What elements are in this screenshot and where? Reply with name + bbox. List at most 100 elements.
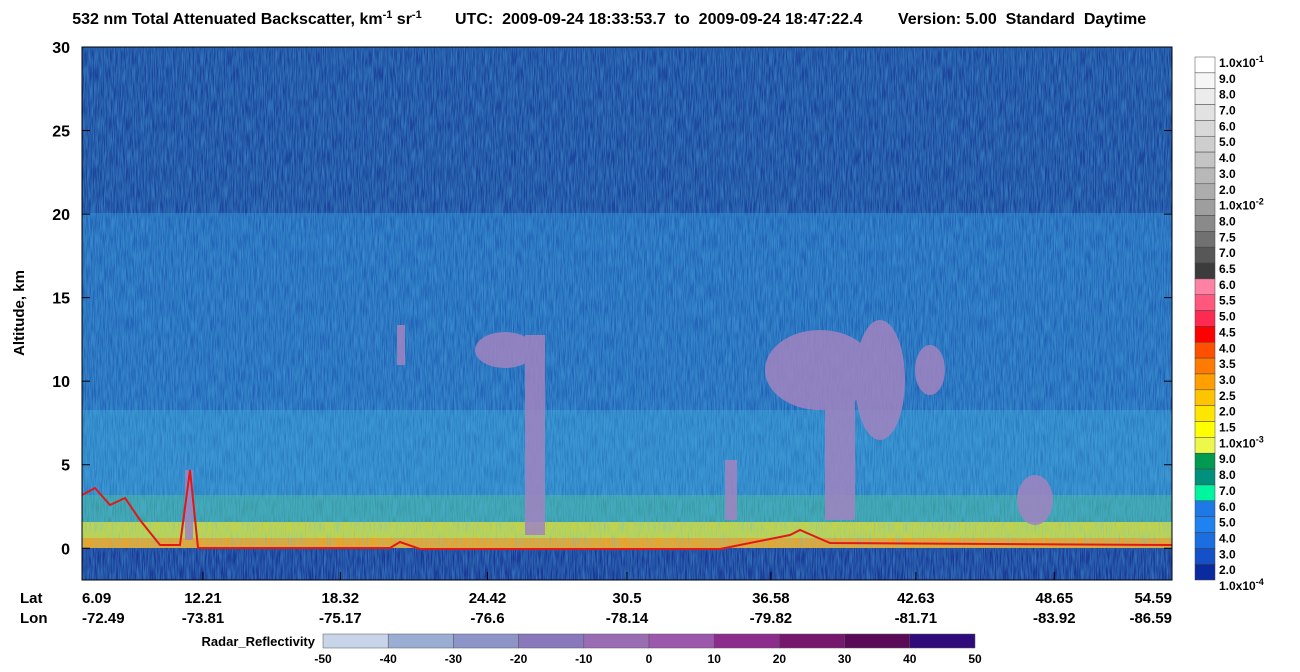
radar-tick-label: 40 [903,652,917,666]
colorbar-swatch [1194,357,1216,375]
colorbar-label: 7.0 [1219,104,1236,118]
colorbar-label: 2.0 [1219,405,1236,419]
title-part: sr [392,11,412,28]
colorbar-label: 9.0 [1219,452,1236,466]
radar-swatch [909,633,976,649]
colorbar-label-text: 6.0 [1219,119,1236,133]
colorbar-label: 6.5 [1219,262,1236,276]
colorbar-label-text: 5.0 [1219,135,1236,149]
colorbar-label-text: 3.0 [1219,373,1236,387]
colorbar-label: 7.0 [1219,484,1236,498]
chart-title: 532 nm Total Attenuated Backscatter, km-… [50,5,435,28]
colorbar-swatch [1194,104,1216,121]
colorbar-label: 2.0 [1219,183,1236,197]
colorbar-swatch [1194,135,1216,153]
lon-label: Lon [20,610,48,627]
colorbar-swatch [1194,231,1216,248]
colorbar-label-sup: -2 [1256,197,1264,207]
colorbar-label: 5.0 [1219,135,1236,149]
y-tick-label: 25 [52,124,70,141]
colorbar-label: 6.0 [1219,278,1236,292]
colorbar-label-text: 3.0 [1219,547,1236,561]
radar-tick-label: -20 [510,652,528,666]
radar-tick-label: 10 [708,652,722,666]
colorbar-label: 6.0 [1219,119,1236,133]
colorbar-swatch [1194,151,1216,169]
colorbar-swatch [1194,215,1216,232]
colorbar-swatch [1194,246,1216,264]
colorbar-swatch [1194,262,1216,280]
y-tick-label: 10 [52,374,70,391]
colorbar-label-text: 4.0 [1219,151,1236,165]
colorbar-label: 6.0 [1219,500,1236,514]
colorbar-label: 4.0 [1219,151,1236,165]
colorbar-label-text: 2.0 [1219,405,1236,419]
lat-tick-label: 54.59 [1134,590,1172,607]
radar-swatch [583,633,650,649]
lat-tick-label: 6.09 [82,590,111,607]
backscatter-image [82,47,1172,580]
colorbar-swatch [1194,437,1216,454]
colorbar-label: 2.0 [1219,563,1236,577]
y-tick-label: 0 [61,541,70,558]
colorbar-label: 5.0 [1219,310,1236,324]
colorbar-label-text: 5.0 [1219,516,1236,530]
lat-tick-label: 42.63 [897,590,935,607]
colorbar-label-text: 6.5 [1219,262,1236,276]
colorbar-label: 3.0 [1219,167,1236,181]
y-axis-label: Altitude, km [11,270,28,356]
radar-tick-label: 30 [838,652,852,666]
title-sup: -1 [383,9,393,21]
colorbar-swatch [1194,548,1216,565]
colorbar-label-text: 2.0 [1219,563,1236,577]
colorbar-label-sup: -3 [1256,434,1264,444]
colorbar-swatch [1194,516,1216,533]
version: Version: 5.00 Standard Daytime [898,11,1146,28]
colorbar-label-text: 2.0 [1219,183,1236,197]
y-tick-label: 15 [52,291,70,308]
colorbar-label-text: 9.0 [1219,452,1236,466]
colorbar-label-text: 1.0x10 [1219,199,1256,213]
colorbar-label: 4.0 [1219,531,1236,545]
colorbar-swatch [1194,56,1216,74]
colorbar-label: 4.0 [1219,341,1236,355]
radar-swatch [779,633,845,649]
lon-tick-label: -76.6 [470,610,504,627]
colorbar-label: 3.0 [1219,547,1236,561]
colorbar-swatch [1194,389,1216,406]
lon-tick-label: -86.59 [1129,610,1172,627]
colorbar-label-text: 1.0x10 [1219,56,1256,70]
radar-tick-label: -10 [575,652,593,666]
colorbar-label-text: 4.5 [1219,325,1236,339]
colorbar-swatch [1194,167,1216,185]
lon-tick-label: -79.82 [750,610,793,627]
lat-tick-label: 48.65 [1036,590,1074,607]
colorbar-label-text: 8.0 [1219,214,1236,228]
radar-swatch [387,633,454,649]
lat-tick-label: 24.42 [469,590,507,607]
colorbar-label-text: 7.0 [1219,246,1236,260]
colorbar-swatch [1194,310,1216,327]
colorbar-swatch [1194,88,1216,105]
colorbar-label: 5.5 [1219,294,1236,308]
colorbar-swatch [1194,484,1216,502]
lat-tick-label: 30.5 [612,590,641,607]
colorbar-label-text: 2.5 [1219,389,1236,403]
colorbar-label-text: 3.5 [1219,357,1236,371]
title-part: 532 nm Total Attenuated Backscatter, km [72,11,382,28]
colorbar-swatch [1194,278,1216,295]
colorbar-label: 3.5 [1219,357,1236,371]
lon-tick-label: -81.71 [895,610,938,627]
radar-swatch [648,633,715,649]
colorbar-label: 4.5 [1219,325,1236,339]
lon-tick-label: -78.14 [606,610,649,627]
lon-tick-label: -73.81 [182,610,225,627]
colorbar-label-text: 7.5 [1219,230,1236,244]
colorbar-swatch [1194,468,1216,486]
radar-tick-label: -40 [380,652,398,666]
colorbar-label-text: 1.0x10 [1219,436,1256,450]
radar-tick-label: -30 [445,652,463,666]
radar-swatch [518,633,585,649]
colorbar-label: 5.0 [1219,516,1236,530]
